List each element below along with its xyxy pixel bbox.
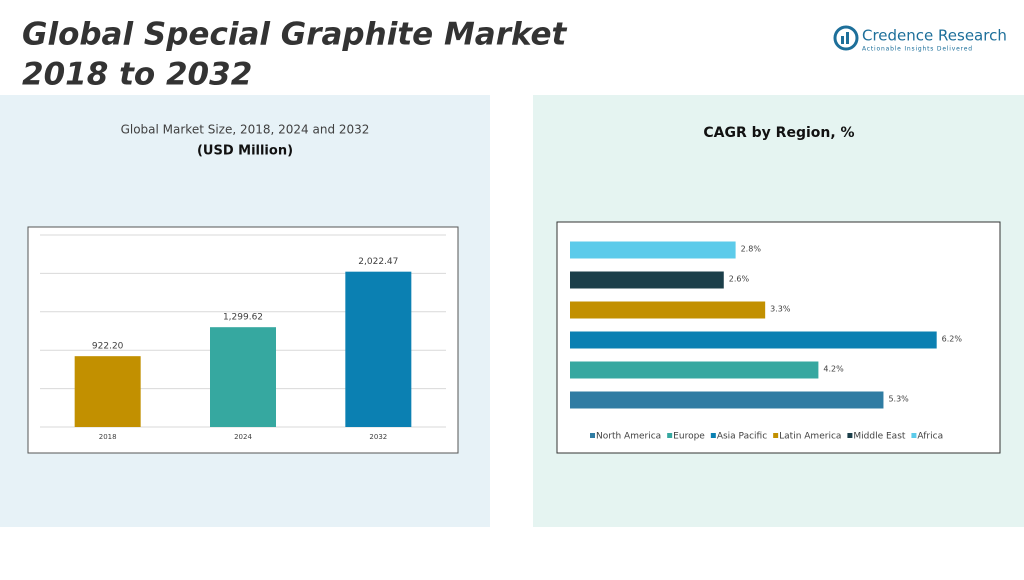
value-label: 2.6%: [729, 275, 750, 284]
value-label: 1,299.62: [223, 313, 263, 323]
value-label: 4.2%: [823, 365, 844, 374]
logo-icon: [841, 36, 844, 44]
logo: Credence Research Actionable Insights De…: [833, 25, 1007, 53]
value-label: 5.3%: [888, 395, 909, 404]
bar: [570, 241, 736, 259]
legend-label: Asia Pacific: [717, 432, 767, 442]
logo-icon: [846, 32, 849, 44]
value-label: 3.3%: [770, 305, 791, 314]
x-tick-label: 2024: [234, 433, 252, 441]
page-title: Global Special Graphite Market: [22, 17, 568, 53]
legend-swatch: [847, 433, 853, 438]
legend-label: Latin America: [779, 432, 841, 442]
x-tick-label: 2032: [369, 433, 387, 441]
legend-swatch: [667, 433, 673, 438]
legend-swatch: [911, 433, 917, 438]
bar: [570, 331, 937, 349]
bar: [345, 271, 412, 427]
x-tick-label: 2018: [99, 433, 117, 441]
chart-subtitle: (USD Million): [197, 144, 293, 159]
value-label: 6.2%: [942, 335, 963, 344]
bar: [74, 356, 141, 427]
legend-swatch: [590, 433, 595, 438]
logo-icon: [833, 25, 859, 51]
legend-label: Europe: [673, 432, 705, 442]
legend-swatch: [710, 433, 716, 438]
bar: [570, 391, 884, 409]
value-label: 2.8%: [741, 245, 762, 254]
bar: [570, 361, 819, 379]
chart-title: Global Market Size, 2018, 2024 and 2032: [121, 123, 370, 137]
logo-name: Credence Research: [862, 27, 1007, 45]
page-title: 2018 to 2032: [22, 57, 252, 93]
chart-title: CAGR by Region, %: [703, 125, 854, 141]
value-label: 922.20: [92, 342, 124, 352]
logo-tagline: Actionable Insights Delivered: [862, 46, 973, 53]
legend-label: Africa: [917, 432, 943, 442]
legend-swatch: [773, 433, 779, 438]
bar: [570, 271, 724, 289]
value-label: 2,022.47: [358, 257, 398, 267]
legend-label: North America: [596, 432, 661, 442]
legend-label: Middle East: [853, 432, 905, 442]
bar: [210, 327, 276, 427]
bar: [570, 301, 766, 319]
